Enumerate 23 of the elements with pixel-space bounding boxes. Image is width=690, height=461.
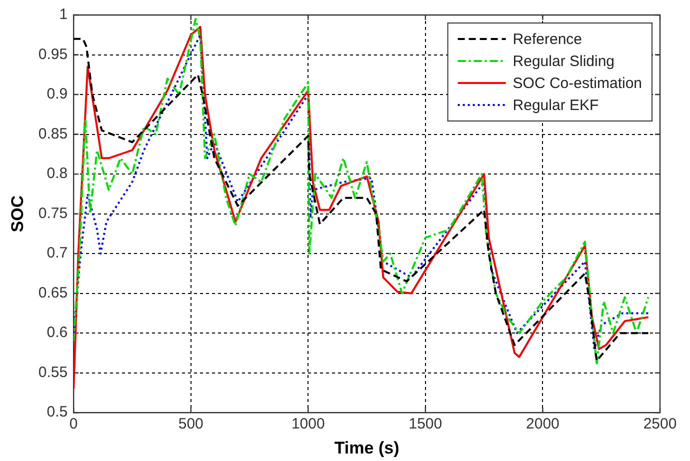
legend-label: Regular Sliding <box>512 53 615 70</box>
x-tick-label: 1000 <box>291 416 325 433</box>
y-tick-label: 0.5 <box>46 404 68 421</box>
x-tick-label: 0 <box>69 416 78 433</box>
y-tick-label: 0.65 <box>38 284 68 302</box>
x-tick-label: 2000 <box>526 416 560 433</box>
y-tick-label: 0.9 <box>46 86 68 103</box>
y-tick-label: 0.95 <box>38 46 68 63</box>
y-tick-label: 0.7 <box>46 244 68 262</box>
y-tick-label: 0.6 <box>46 324 68 342</box>
x-tick-label: 500 <box>178 416 204 433</box>
y-tick-label: 0.75 <box>38 204 68 222</box>
x-tick-label: 1500 <box>408 416 442 433</box>
x-axis-title: Time (s) <box>334 438 400 458</box>
y-axis-title: SOC <box>8 195 27 232</box>
legend-label: Reference <box>512 31 582 48</box>
x-tick-label: 2500 <box>643 416 677 433</box>
y-tick-label: 1 <box>59 6 68 24</box>
y-tick-label: 0.55 <box>38 364 68 381</box>
y-tick-label: 0.8 <box>46 165 68 182</box>
legend-label: SOC Co-estimation <box>512 75 642 92</box>
legend-label: Regular EKF <box>512 97 599 114</box>
y-tick-label: 0.85 <box>38 125 68 142</box>
